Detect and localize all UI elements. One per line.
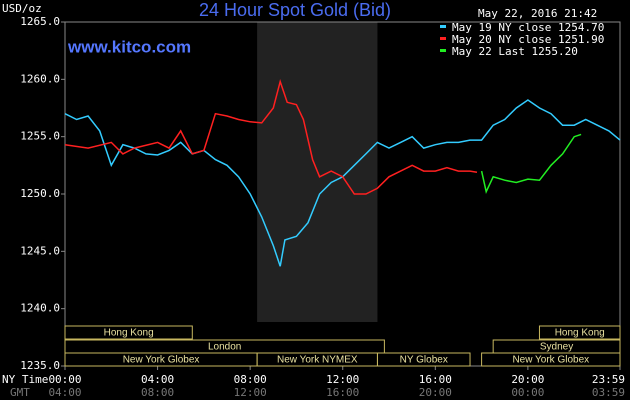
- timestamp: May 22, 2016 21:42: [478, 7, 597, 20]
- x-tick-label: 08:00: [234, 373, 267, 386]
- legend-entry: May 20 NY close 1251.90: [452, 33, 604, 46]
- legend-entry: May 22 Last 1255.20: [452, 45, 578, 58]
- x2-tick-label: 00:00: [511, 386, 544, 399]
- y-tick-label: 1255.0: [20, 130, 60, 143]
- y-tick-label: 1260.0: [20, 72, 60, 85]
- session-label: New York NYMEX: [277, 355, 358, 366]
- y-tick-label: 1245.0: [20, 244, 60, 257]
- x-tick-label: 20:00: [511, 373, 544, 386]
- legend-swatch: [440, 37, 446, 40]
- x-tick-label: 04:00: [141, 373, 174, 386]
- y-tick-label: 1235.0: [20, 359, 60, 372]
- series-line: [64, 99, 621, 267]
- x-axis-label: NY Time: [2, 373, 48, 386]
- x-tick-label: 16:00: [419, 373, 452, 386]
- chart-title: 24 Hour Spot Gold (Bid): [199, 0, 391, 20]
- y-tick-label: 1250.0: [20, 187, 60, 200]
- y-axis-label: USD/oz: [2, 2, 42, 15]
- session-bar: [376, 352, 471, 367]
- watermark: www.kitco.com: [67, 37, 191, 56]
- session-label: Hong Kong: [104, 328, 154, 339]
- series-line: [64, 78, 478, 195]
- legend-entry: May 19 NY close 1254.70: [452, 21, 604, 34]
- series-line: [480, 133, 582, 195]
- session-label: NY Globex: [400, 355, 448, 366]
- y-tick-label: 1240.0: [20, 302, 60, 315]
- legend-swatch: [440, 25, 446, 28]
- session-bar: [538, 325, 621, 340]
- x2-tick-label: 04:00: [48, 386, 81, 399]
- legend-swatch: [440, 49, 446, 52]
- session-bar: [481, 352, 621, 367]
- x-tick-label: 00:00: [48, 373, 81, 386]
- x2-tick-label: 08:00: [141, 386, 174, 399]
- session-bar: [64, 325, 193, 340]
- session-label: Hong Kong: [555, 328, 605, 339]
- x-tick-label: 23:59: [592, 373, 625, 386]
- session-label: New York Globex: [123, 355, 200, 366]
- x2-axis-label: GMT: [10, 386, 30, 399]
- x-tick-label: 12:00: [326, 373, 359, 386]
- x2-tick-label: 16:00: [326, 386, 359, 399]
- session-label: New York Globex: [512, 355, 589, 366]
- session-label: Sydney: [540, 342, 573, 353]
- session-label: London: [208, 342, 241, 353]
- x2-tick-label: 03:59: [592, 386, 625, 399]
- x2-tick-label: 20:00: [419, 386, 452, 399]
- y-tick-label: 1265.0: [20, 15, 60, 28]
- x2-tick-label: 12:00: [234, 386, 267, 399]
